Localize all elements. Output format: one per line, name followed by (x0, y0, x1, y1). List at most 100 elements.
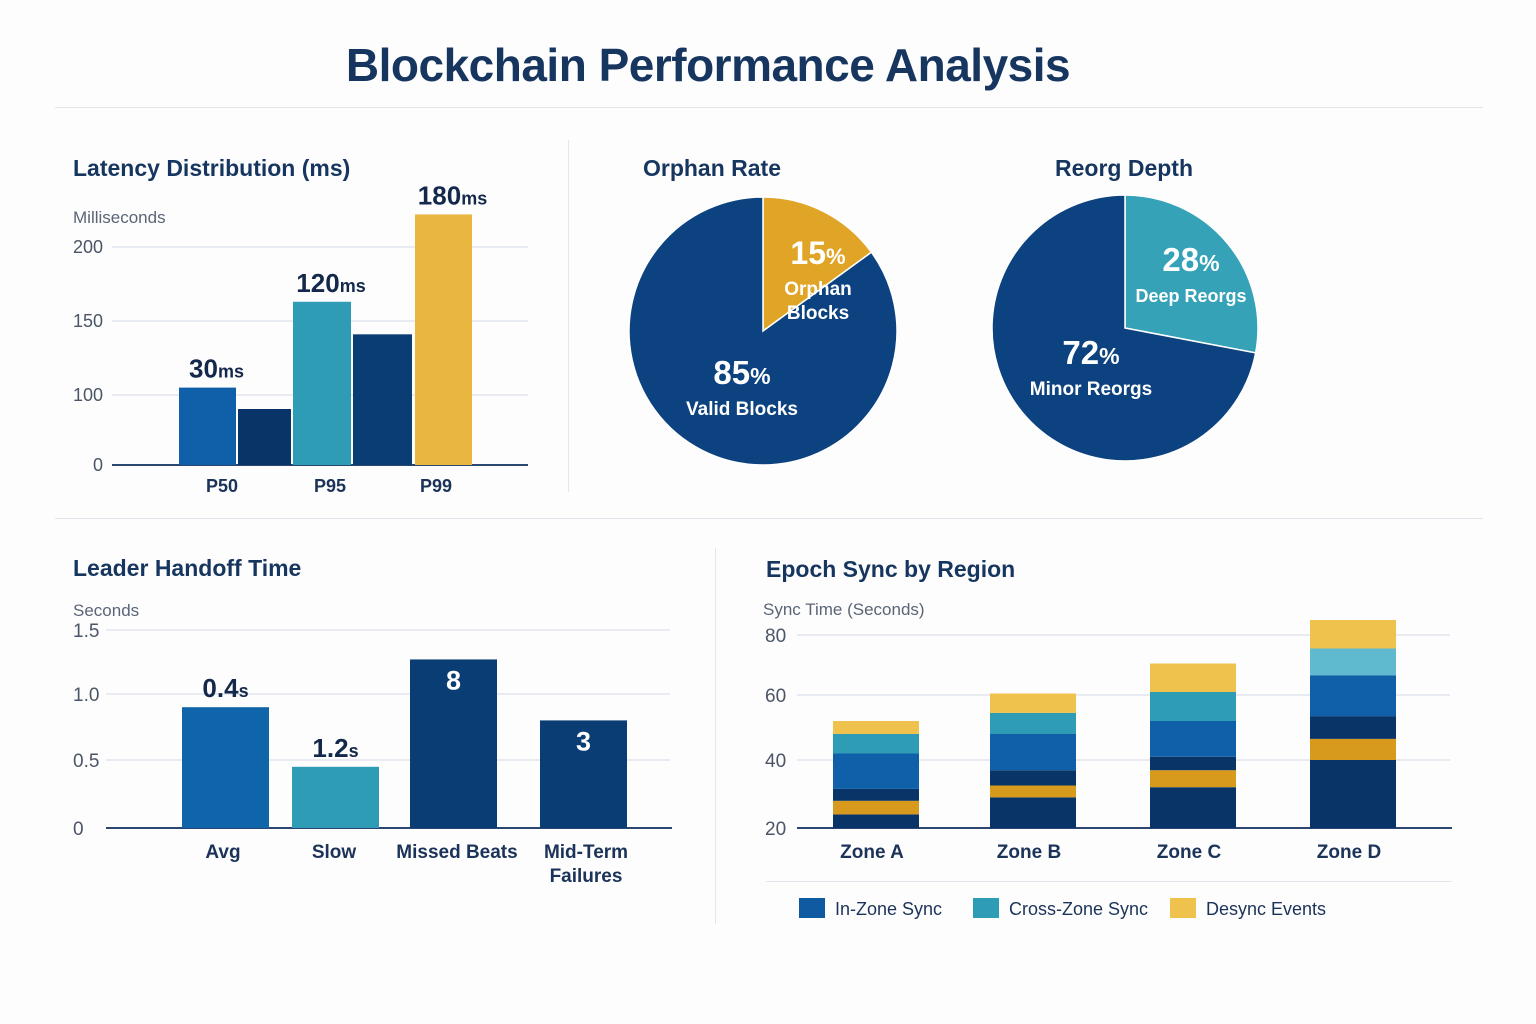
epoch-y-tick: 80 (765, 626, 786, 647)
epoch-sync-chart: Epoch Sync by Region Sync Time (Seconds)… (763, 556, 1452, 919)
reorg-title: Reorg Depth (1055, 155, 1193, 181)
handoff-x-tick: Failures (550, 866, 623, 887)
epoch-segment (1150, 663, 1236, 692)
latency-bar (353, 334, 412, 465)
latency-y-tick: 100 (73, 385, 103, 405)
epoch-segment (1310, 648, 1396, 676)
epoch-segment (1310, 620, 1396, 649)
handoff-value-label: 1.2s (312, 733, 358, 763)
latency-value-label: 30ms (189, 354, 244, 384)
epoch-segment (1150, 721, 1236, 757)
epoch-y-tick: 20 (765, 819, 786, 840)
reorg-slice-percent: 72% (1062, 334, 1119, 371)
epoch-segment (1310, 760, 1396, 828)
legend-swatch (1170, 898, 1196, 918)
orphan-slice (762, 196, 873, 333)
handoff-y-tick: 0.5 (73, 751, 99, 772)
latency-y-axis-label: Milliseconds (73, 208, 166, 227)
epoch-segment (833, 814, 919, 828)
epoch-segment (1150, 787, 1236, 828)
epoch-stack (1310, 620, 1396, 828)
epoch-segment (833, 753, 919, 789)
epoch-stack (1150, 663, 1236, 828)
legend-label: In-Zone Sync (835, 899, 942, 919)
page-title: Blockchain Performance Analysis (345, 39, 1071, 91)
handoff-value-label: 0.4s (202, 673, 248, 703)
epoch-segment (1150, 770, 1236, 788)
latency-x-tick: P95 (314, 476, 346, 496)
latency-y-tick: 200 (73, 237, 103, 257)
orphan-slice-label: Orphan (784, 279, 852, 300)
epoch-stack (833, 721, 919, 828)
epoch-segment (990, 797, 1076, 828)
handoff-bar (292, 766, 379, 828)
reorg-depth-chart: Reorg Depth 28% Deep Reorgs 72% Minor Reorg… (991, 155, 1259, 462)
legend-label: Cross-Zone Sync (1009, 899, 1148, 919)
epoch-segment (1310, 716, 1396, 739)
latency-value-label: 120ms (296, 268, 365, 298)
legend-swatch (973, 898, 999, 918)
handoff-x-tick: Slow (312, 842, 357, 863)
reorg-slice (991, 194, 1257, 462)
latency-bar (238, 409, 291, 465)
latency-y-tick: 0 (93, 455, 103, 475)
epoch-segment (990, 712, 1076, 734)
epoch-stack (990, 693, 1076, 828)
title-divider (55, 107, 1483, 108)
epoch-y-axis-label: Sync Time (Seconds) (763, 600, 925, 619)
legend-swatch (799, 898, 825, 918)
latency-chart: Latency Distribution (ms) Milliseconds 0… (73, 155, 528, 496)
orphan-rate-chart: Orphan Rate 15% Orphan Blocks 85% Valid Bloc… (628, 155, 898, 466)
handoff-value-label: 3 (576, 726, 591, 756)
epoch-x-tick: Zone A (840, 842, 904, 863)
orphan-slice-label: Blocks (787, 303, 849, 324)
epoch-segment (833, 788, 919, 801)
epoch-segment (990, 785, 1076, 798)
latency-bar (415, 214, 472, 465)
epoch-segment (833, 800, 919, 815)
latency-title: Latency Distribution (ms) (73, 155, 350, 181)
handoff-x-tick: Mid-Term (544, 842, 628, 863)
legend-label: Desync Events (1206, 899, 1326, 919)
epoch-y-tick: 60 (765, 686, 786, 707)
epoch-segment (1310, 738, 1396, 760)
handoff-y-tick: 0 (73, 819, 84, 840)
epoch-y-tick: 40 (765, 751, 786, 772)
handoff-title: Leader Handoff Time (73, 555, 301, 581)
orphan-slice-label: Valid Blocks (686, 399, 798, 420)
reorg-slice-label: Deep Reorgs (1135, 286, 1246, 306)
latency-value-label: 180ms (418, 180, 487, 210)
latency-bar (293, 301, 351, 465)
reorg-slice-label: Minor Reorgs (1030, 379, 1152, 400)
latency-bar (179, 387, 236, 465)
epoch-segment (833, 734, 919, 754)
latency-x-tick: P50 (206, 476, 238, 496)
handoff-y-tick: 1.5 (73, 621, 99, 642)
latency-x-tick: P99 (420, 476, 452, 496)
handoff-bar (410, 659, 497, 828)
orphan-slice-percent: 85% (713, 354, 770, 391)
handoff-x-tick: Avg (205, 842, 240, 863)
row-divider (55, 518, 1483, 519)
handoff-y-axis-label: Seconds (73, 601, 139, 620)
handoff-bar (540, 720, 627, 828)
reorg-slice (1124, 194, 1259, 354)
epoch-segment (1310, 675, 1396, 717)
reorg-slice-percent: 28% (1162, 241, 1219, 278)
handoff-value-label: 8 (446, 665, 461, 695)
orphan-slice-percent: 15% (790, 235, 845, 271)
epoch-segment (833, 721, 919, 734)
epoch-x-tick: Zone C (1157, 842, 1222, 863)
legend-divider (766, 881, 1452, 882)
epoch-x-tick: Zone B (997, 842, 1061, 863)
orphan-title: Orphan Rate (643, 155, 781, 181)
latency-y-tick: 150 (73, 311, 103, 331)
epoch-segment (990, 770, 1076, 786)
epoch-segment (1150, 692, 1236, 721)
epoch-title: Epoch Sync by Region (766, 556, 1015, 582)
bottom-column-divider (715, 548, 716, 924)
epoch-x-tick: Zone D (1317, 842, 1381, 863)
orphan-slice (628, 196, 898, 466)
leader-handoff-chart: Leader Handoff Time Seconds 0 0.5 1.0 1.5 0… (73, 555, 672, 887)
